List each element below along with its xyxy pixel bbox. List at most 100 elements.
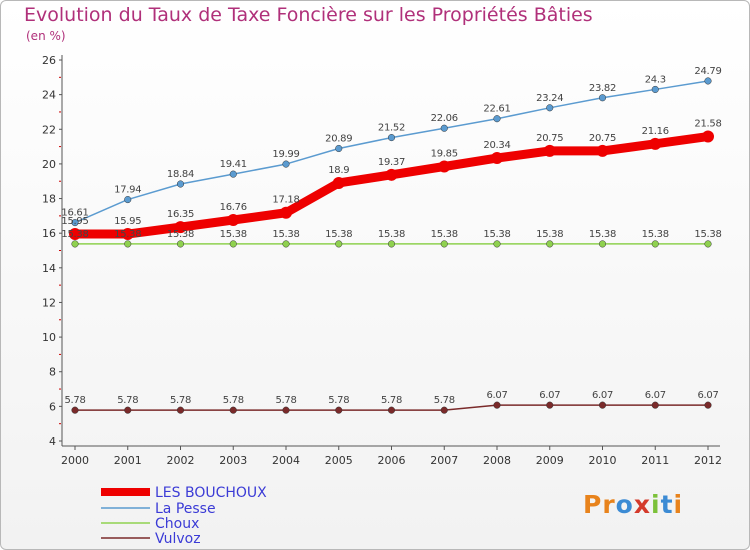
data-label-vulvoz: 5.78 [381, 395, 402, 406]
data-point-vulvoz [493, 401, 501, 409]
data-label-les-bouchoux: 18.9 [328, 165, 349, 176]
data-label-choux: 15.38 [536, 229, 563, 240]
y-tick-label: 6 [49, 400, 56, 413]
logo-letter: t [660, 490, 674, 519]
axes: 4 6 8 10 12 14 16 18 20 22 24 26 2000 2001 2002 2003 200… [42, 54, 722, 467]
y-tick-label: 10 [42, 331, 56, 344]
y-tick-label: 20 [42, 158, 56, 171]
x-tick-label: 2010 [589, 454, 617, 467]
data-label-choux: 15.38 [220, 229, 247, 240]
proxiti-logo: Proxiti [583, 490, 683, 519]
data-label-vulvoz: 5.78 [434, 395, 455, 406]
data-point-la-pesse [229, 170, 237, 178]
y-tick-label: 16 [42, 227, 56, 240]
data-label-les-bouchoux: 20.34 [483, 140, 510, 151]
data-label-choux: 15.38 [167, 229, 194, 240]
data-point-choux [704, 240, 712, 248]
data-label-vulvoz: 6.07 [592, 390, 613, 401]
logo-letter: i [673, 490, 684, 519]
data-point-les-bouchoux [69, 228, 81, 241]
y-tick-label: 24 [42, 89, 56, 102]
data-label-la-pesse: 22.06 [431, 113, 458, 124]
data-label-la-pesse: 23.82 [589, 83, 616, 94]
data-point-choux [493, 240, 501, 248]
data-label-la-pesse: 24.3 [645, 74, 666, 85]
x-tick-label: 2000 [61, 454, 89, 467]
data-label-les-bouchoux: 21.58 [694, 119, 721, 130]
data-point-la-pesse [335, 144, 343, 153]
data-point-les-bouchoux [121, 228, 134, 241]
data-label-choux: 15.38 [378, 229, 405, 240]
legend-label-choux: Choux [155, 516, 199, 532]
legend-label-les-bouchoux: LES BOUCHOUX [155, 485, 267, 501]
x-tick-label: 2007 [430, 454, 458, 467]
y-tick-label: 26 [42, 54, 56, 67]
data-label-choux: 15.38 [694, 229, 721, 240]
data-point-la-pesse [387, 134, 396, 142]
data-label-les-bouchoux: 20.75 [589, 133, 616, 144]
data-point-la-pesse [440, 124, 448, 132]
data-point-choux [176, 240, 185, 248]
data-point-choux [335, 240, 343, 248]
data-point-choux [71, 240, 79, 248]
data-label-les-bouchoux: 15.95 [114, 216, 141, 227]
logo-letter: o [615, 490, 634, 519]
data-point-la-pesse [71, 219, 79, 227]
data-point-vulvoz [282, 406, 290, 414]
data-point-choux [546, 240, 554, 248]
data-label-la-pesse: 24.79 [694, 66, 721, 77]
logo-letter: x [633, 490, 651, 519]
data-point-vulvoz [704, 401, 712, 409]
data-point-vulvoz [229, 406, 237, 414]
legend-label-la-pesse: La Pesse [155, 501, 216, 517]
data-label-les-bouchoux: 20.75 [536, 133, 563, 144]
data-point-vulvoz [598, 401, 607, 409]
x-tick-label: 2006 [378, 454, 406, 467]
data-label-les-bouchoux: 16.76 [220, 202, 247, 213]
data-point-la-pesse [704, 77, 712, 85]
logo-letter: P [583, 490, 603, 519]
data-label-la-pesse: 22.61 [483, 104, 510, 115]
data-label-choux: 15.38 [589, 229, 616, 240]
data-point-choux [387, 240, 396, 248]
data-point-les-bouchoux [702, 130, 714, 143]
data-label-la-pesse: 20.89 [325, 133, 352, 144]
data-label-choux: 15.38 [61, 229, 88, 240]
x-tick-label: 2008 [483, 454, 511, 467]
data-point-la-pesse [651, 85, 659, 93]
data-point-vulvoz [387, 406, 396, 414]
data-point-la-pesse [282, 160, 290, 168]
data-label-la-pesse: 23.24 [536, 93, 563, 104]
data-point-choux [651, 240, 659, 248]
data-label-vulvoz: 5.78 [275, 395, 296, 406]
plot-area [69, 77, 714, 414]
data-point-les-bouchoux [174, 221, 187, 234]
data-label-vulvoz: 5.78 [328, 395, 349, 406]
y-tick-label: 4 [49, 435, 56, 448]
data-point-la-pesse [598, 94, 607, 102]
data-point-vulvoz [440, 406, 448, 414]
data-label-vulvoz: 6.07 [486, 390, 507, 401]
data-point-les-bouchoux [543, 144, 556, 157]
data-point-la-pesse [124, 196, 132, 204]
x-tick-label: 2001 [114, 454, 142, 467]
data-point-choux [598, 240, 607, 248]
data-label-vulvoz: 6.07 [539, 390, 560, 401]
chart-title: Evolution du Taux de Taxe Foncière sur l… [24, 4, 593, 26]
x-tick-label: 2005 [325, 454, 353, 467]
data-point-les-bouchoux [227, 214, 240, 227]
x-tick-label: 2009 [536, 454, 564, 467]
data-label-la-pesse: 21.52 [378, 123, 405, 134]
data-point-les-bouchoux [280, 206, 292, 219]
data-label-vulvoz: 5.78 [223, 395, 244, 406]
data-label-les-bouchoux: 19.85 [431, 149, 458, 160]
x-tick-label: 2003 [219, 454, 247, 467]
data-label-choux: 15.38 [272, 229, 299, 240]
data-point-choux [229, 240, 237, 248]
data-label-les-bouchoux: 15.95 [61, 216, 88, 227]
data-label-la-pesse: 18.84 [167, 169, 194, 180]
data-point-les-bouchoux [649, 137, 662, 150]
